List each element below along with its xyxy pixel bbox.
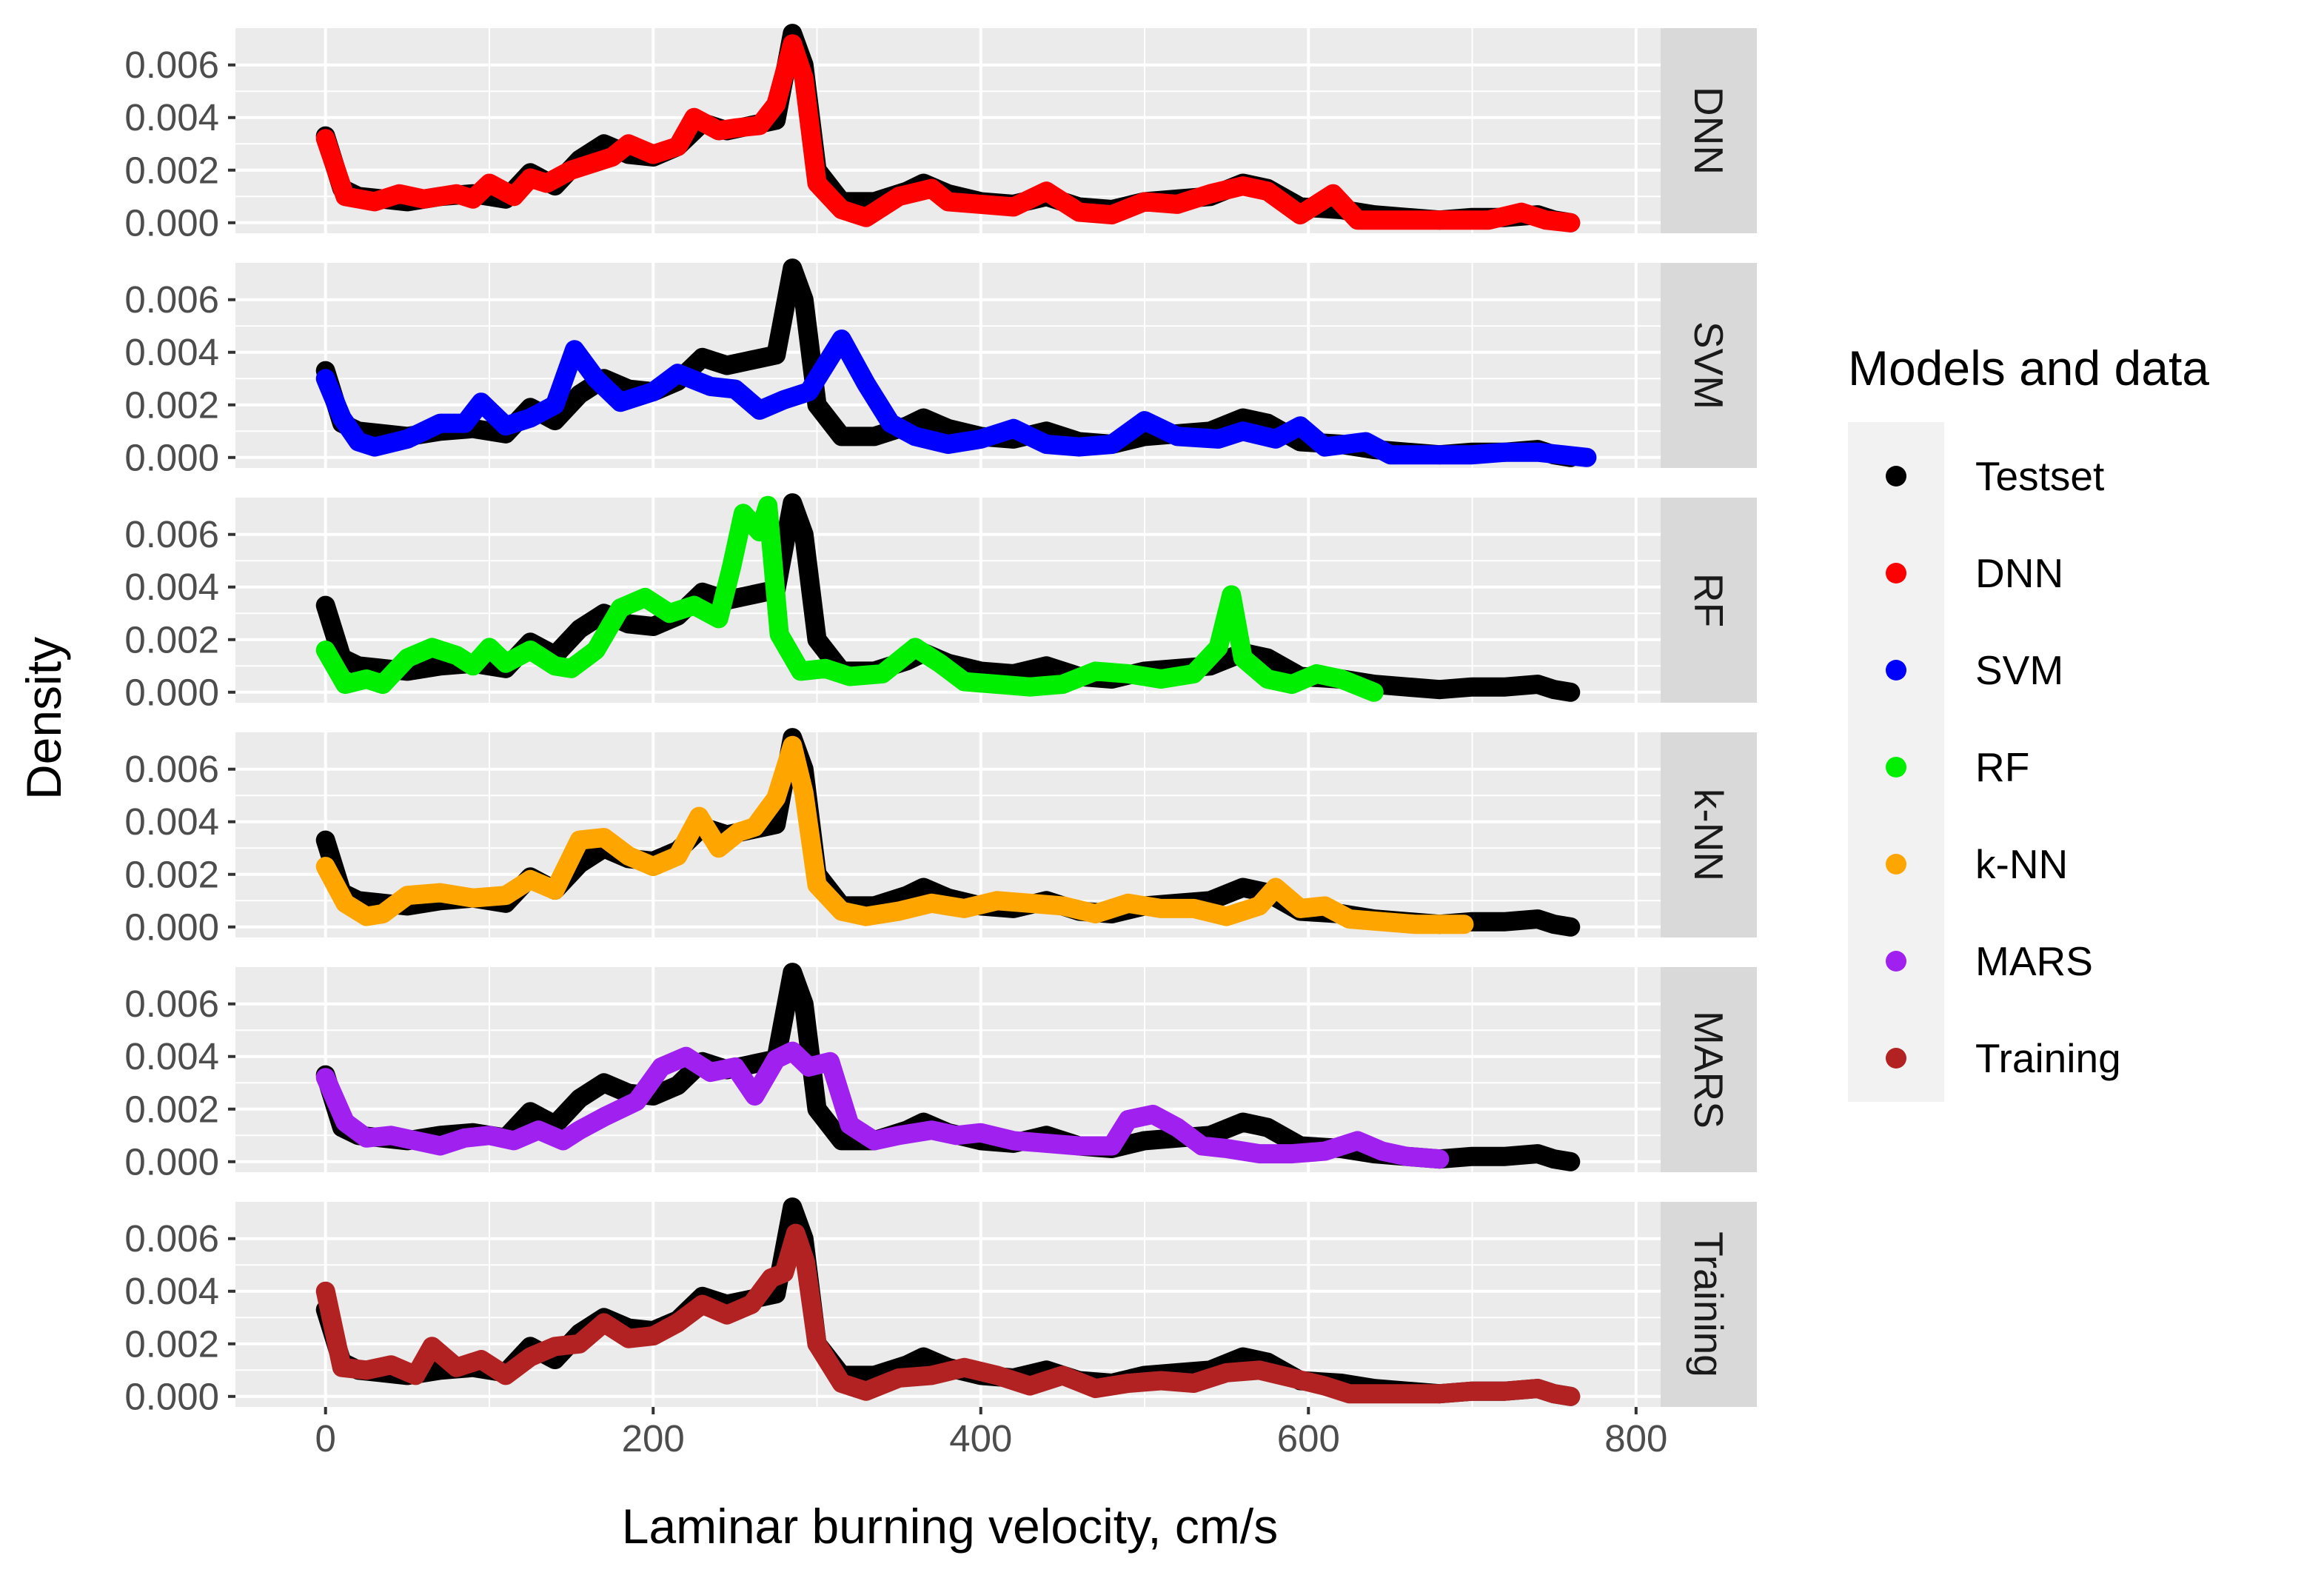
strip-label: SVM xyxy=(1686,321,1732,409)
legend-label: DNN xyxy=(1975,550,2063,596)
legend-key-Testset xyxy=(1886,466,1906,487)
strip-SVM xyxy=(1661,263,1757,468)
strip-label: Training xyxy=(1686,1231,1732,1377)
y-tick-label: 0.006 xyxy=(124,1217,219,1260)
y-tick-label: 0.000 xyxy=(124,436,219,478)
legend-label: k-NN xyxy=(1975,841,2068,887)
x-tick-label: 400 xyxy=(949,1417,1012,1460)
legend-label: Testset xyxy=(1975,453,2104,499)
x-tick-label: 0 xyxy=(315,1417,336,1460)
panel-MARS: MARS 0.000 0.002 0.004 0.006 xyxy=(124,963,1757,1183)
y-tick-label: 0.002 xyxy=(124,853,219,895)
y-tick-label: 0.006 xyxy=(124,983,219,1025)
y-tick-label: 0.004 xyxy=(124,331,219,373)
y-tick-label: 0.006 xyxy=(124,44,219,86)
x-tick-label: 800 xyxy=(1604,1417,1667,1460)
y-tick-label: 0.000 xyxy=(124,1375,219,1417)
y-tick-label: 0.006 xyxy=(124,513,219,555)
strip-label: RF xyxy=(1686,573,1732,627)
x-axis-title: Laminar burning velocity, cm/s xyxy=(622,1499,1278,1554)
strip-RF xyxy=(1661,498,1757,703)
y-tick-label: 0.002 xyxy=(124,384,219,426)
legend: Models and data Testset DNN SVM RF k-NN MARS T… xyxy=(1848,341,2209,1102)
x-tick-label: 600 xyxy=(1277,1417,1340,1460)
panel-k-NN: k-NN 0.000 0.002 0.004 0.006 xyxy=(124,728,1757,948)
legend-key-RF xyxy=(1886,757,1906,778)
y-tick-label: 0.004 xyxy=(124,1035,219,1077)
panel-Training: Training 0.000 0.002 0.004 0.006 xyxy=(124,1197,1757,1417)
strip-label: MARS xyxy=(1686,1011,1732,1129)
legend-label: Training xyxy=(1975,1035,2121,1081)
y-tick-label: 0.002 xyxy=(124,618,219,661)
y-tick-label: 0.002 xyxy=(124,1323,219,1365)
legend-label: SVM xyxy=(1975,647,2063,693)
strip-MARS xyxy=(1661,967,1757,1172)
legend-key-MARS xyxy=(1886,951,1906,972)
y-tick-label: 0.004 xyxy=(124,800,219,843)
panel-RF: RF 0.000 0.002 0.004 0.006 xyxy=(124,493,1757,713)
legend-key-k-NN xyxy=(1886,854,1906,875)
legend-key-Training xyxy=(1886,1048,1906,1069)
density-line-DNN xyxy=(315,34,1581,233)
strip-k-NN xyxy=(1661,732,1757,937)
legend-title: Models and data xyxy=(1848,341,2209,395)
y-tick-label: 0.004 xyxy=(124,566,219,608)
facet-panels: DNN 0.000 0.002 0.004 0.006 SVM 0.000 0.002 0.00… xyxy=(124,24,1757,1417)
legend-key-DNN xyxy=(1886,563,1906,584)
y-tick-label: 0.000 xyxy=(124,201,219,244)
legend-label: MARS xyxy=(1975,938,2093,984)
y-tick-label: 0.000 xyxy=(124,906,219,948)
y-tick-label: 0.004 xyxy=(124,96,219,138)
strip-label: DNN xyxy=(1686,87,1732,175)
density-line-MARS xyxy=(315,1041,1450,1169)
y-tick-label: 0.006 xyxy=(124,748,219,790)
legend-key-SVM xyxy=(1886,660,1906,681)
x-tick-label: 200 xyxy=(622,1417,685,1460)
panel-DNN: DNN 0.000 0.002 0.004 0.006 xyxy=(124,24,1757,244)
density-line-k-NN xyxy=(315,735,1474,935)
axes: 0 200 400 600 800 xyxy=(315,1407,1667,1460)
y-tick-label: 0.006 xyxy=(124,278,219,321)
density-line-RF xyxy=(315,495,1384,702)
y-tick-label: 0.002 xyxy=(124,149,219,191)
y-tick-label: 0.000 xyxy=(124,671,219,713)
panel-SVM: SVM 0.000 0.002 0.004 0.006 xyxy=(124,258,1757,478)
strip-DNN xyxy=(1661,28,1757,233)
y-tick-label: 0.002 xyxy=(124,1088,219,1130)
density-line-SVM xyxy=(315,330,1597,467)
legend-label: RF xyxy=(1975,744,2029,790)
y-tick-label: 0.004 xyxy=(124,1270,219,1312)
strip-label: k-NN xyxy=(1686,789,1732,881)
y-axis-title: Density xyxy=(16,637,71,800)
strip-Training xyxy=(1661,1202,1757,1407)
y-tick-label: 0.000 xyxy=(124,1140,219,1183)
density-line-Training xyxy=(315,1223,1581,1406)
